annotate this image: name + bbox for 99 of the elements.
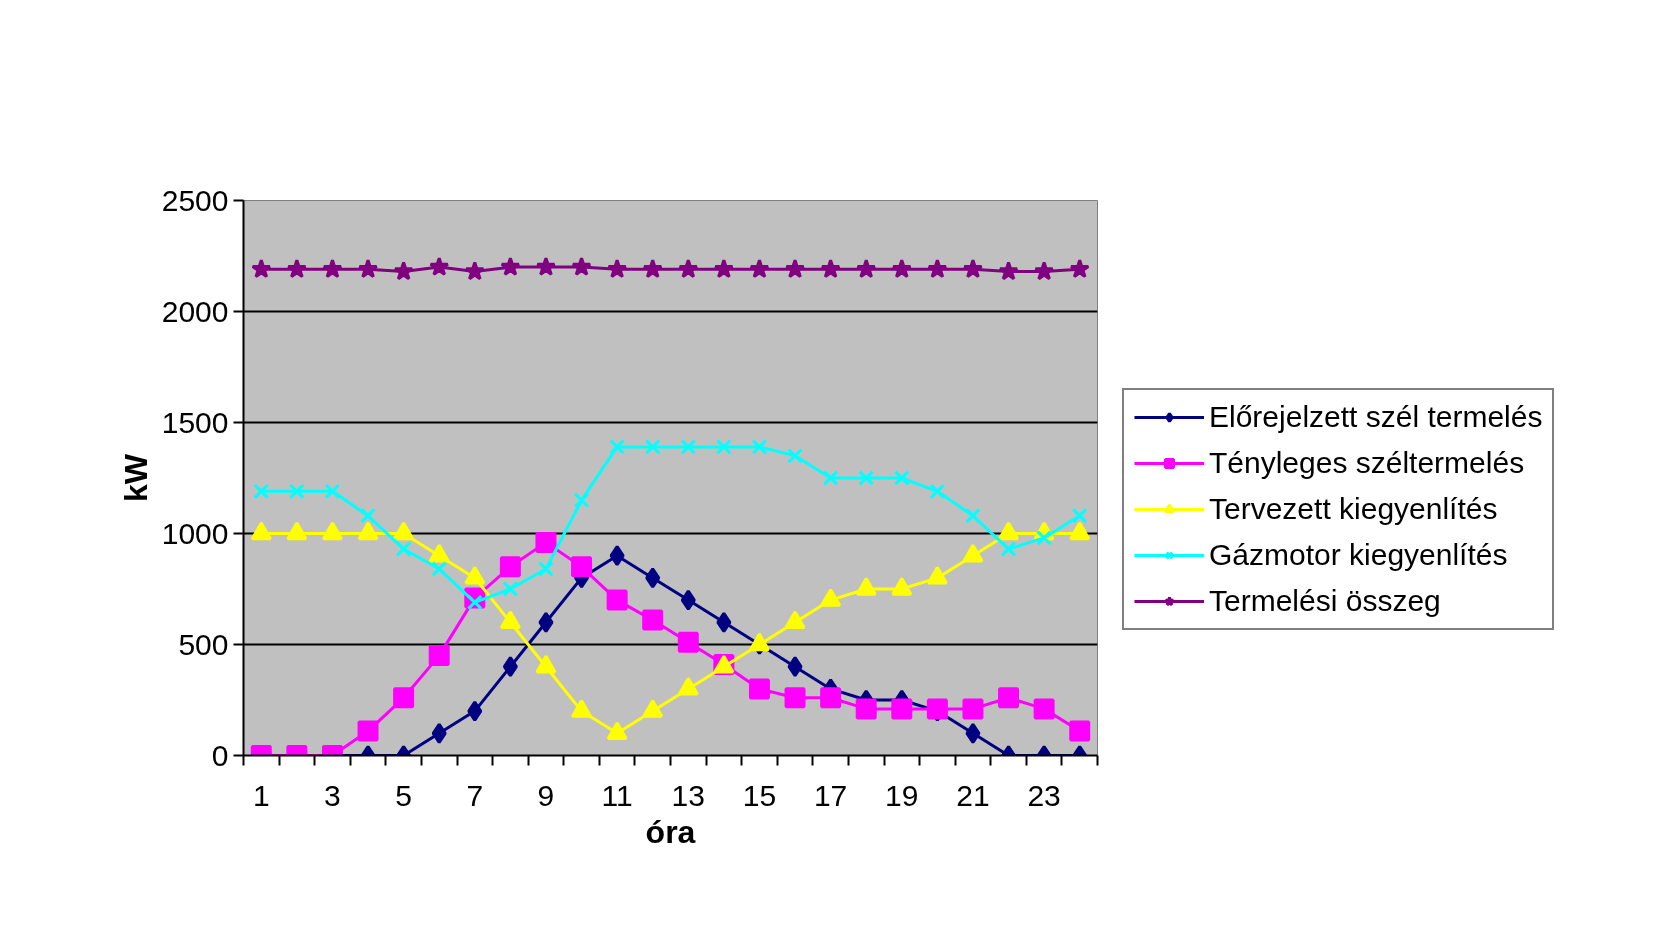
point bbox=[929, 483, 946, 500]
point bbox=[893, 470, 910, 486]
point bbox=[502, 581, 519, 597]
point bbox=[286, 258, 307, 279]
point bbox=[431, 722, 447, 744]
point bbox=[324, 483, 341, 500]
legend-label: Tervezett kiegyenlítés bbox=[1209, 492, 1498, 526]
x-tick-label: 9 bbox=[537, 778, 555, 812]
y-tick-label: 0 bbox=[211, 738, 229, 772]
point bbox=[1071, 507, 1088, 524]
x-tick-label: 21 bbox=[956, 778, 990, 812]
point bbox=[357, 258, 379, 279]
point bbox=[253, 483, 270, 500]
y-axis-title: kW bbox=[117, 453, 154, 502]
y-tick-label: 1500 bbox=[161, 405, 229, 439]
point bbox=[787, 447, 803, 464]
point bbox=[573, 492, 590, 509]
point bbox=[322, 258, 343, 279]
legend-label: Gázmotor kiegyenlítés bbox=[1209, 538, 1508, 572]
point bbox=[716, 611, 732, 633]
point bbox=[571, 556, 593, 578]
point bbox=[716, 439, 732, 455]
point bbox=[535, 256, 557, 276]
point bbox=[289, 483, 305, 500]
point bbox=[891, 258, 912, 279]
point bbox=[645, 567, 661, 589]
point bbox=[395, 541, 412, 557]
point bbox=[1034, 261, 1055, 281]
point bbox=[642, 609, 664, 631]
point bbox=[677, 631, 699, 653]
x-tick-label: 17 bbox=[813, 778, 848, 812]
point bbox=[607, 258, 628, 279]
point bbox=[538, 611, 554, 633]
point bbox=[1000, 541, 1017, 557]
point bbox=[927, 258, 948, 279]
y-tick-label: 2000 bbox=[161, 294, 229, 328]
point bbox=[429, 256, 450, 276]
point bbox=[965, 507, 981, 524]
point bbox=[393, 261, 414, 281]
point bbox=[680, 589, 696, 611]
point bbox=[751, 439, 768, 455]
x-tick-label: 5 bbox=[395, 778, 412, 812]
point bbox=[962, 258, 984, 279]
x-tick-label: 7 bbox=[466, 778, 484, 812]
legend-label: Előrejelzett szél termelés bbox=[1209, 400, 1543, 434]
point bbox=[962, 698, 984, 720]
point bbox=[642, 258, 663, 279]
point bbox=[856, 258, 877, 279]
point bbox=[431, 561, 448, 577]
point bbox=[678, 258, 699, 279]
point bbox=[644, 439, 661, 455]
x-tick-label: 11 bbox=[601, 778, 633, 812]
point bbox=[1069, 720, 1091, 742]
point bbox=[500, 256, 521, 276]
point bbox=[609, 545, 625, 567]
point bbox=[251, 258, 272, 279]
point bbox=[784, 687, 806, 709]
point bbox=[357, 720, 379, 742]
point bbox=[820, 687, 842, 709]
point bbox=[858, 470, 875, 486]
point bbox=[998, 687, 1020, 709]
x-tick-label: 1 bbox=[252, 778, 270, 812]
point bbox=[749, 258, 770, 279]
point bbox=[748, 678, 770, 700]
point bbox=[855, 698, 877, 720]
x-tick-label: 19 bbox=[885, 778, 919, 812]
point bbox=[680, 439, 697, 455]
point bbox=[393, 687, 415, 709]
point bbox=[609, 439, 625, 455]
point bbox=[787, 656, 803, 678]
point bbox=[538, 561, 554, 577]
point bbox=[998, 261, 1019, 281]
point bbox=[820, 258, 841, 279]
point bbox=[499, 556, 521, 578]
point bbox=[467, 700, 483, 722]
point bbox=[428, 645, 450, 667]
legend-label: Termelési összeg bbox=[1209, 584, 1441, 618]
x-tick-label: 15 bbox=[742, 778, 777, 812]
x-tick-label: 23 bbox=[1027, 778, 1061, 812]
point bbox=[606, 589, 628, 611]
point bbox=[360, 507, 376, 524]
y-tick-label: 1000 bbox=[161, 516, 229, 550]
y-tick-label: 500 bbox=[178, 627, 229, 661]
point bbox=[965, 722, 981, 744]
point bbox=[535, 531, 557, 553]
point bbox=[784, 258, 806, 279]
point bbox=[713, 258, 734, 279]
point bbox=[891, 698, 913, 720]
point bbox=[502, 656, 518, 678]
legend-label: Tényleges széltermelés bbox=[1209, 446, 1525, 480]
x-axis-title: óra bbox=[645, 813, 696, 850]
x-tick-label: 3 bbox=[324, 778, 341, 812]
point bbox=[822, 470, 839, 486]
x-tick-label: 13 bbox=[671, 778, 705, 812]
point bbox=[464, 261, 485, 281]
point bbox=[1033, 698, 1055, 720]
y-tick-label: 2500 bbox=[161, 183, 229, 217]
point bbox=[1069, 258, 1090, 279]
point bbox=[571, 256, 592, 276]
